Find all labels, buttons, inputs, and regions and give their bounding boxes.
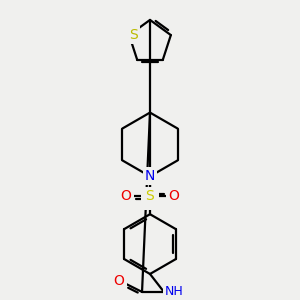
Text: Cl: Cl <box>143 194 157 208</box>
Text: NH: NH <box>164 285 183 298</box>
Text: O: O <box>121 189 131 203</box>
Text: O: O <box>169 189 179 203</box>
Text: O: O <box>114 274 124 288</box>
Text: S: S <box>129 28 137 42</box>
Text: S: S <box>146 189 154 203</box>
Text: N: N <box>145 169 155 183</box>
